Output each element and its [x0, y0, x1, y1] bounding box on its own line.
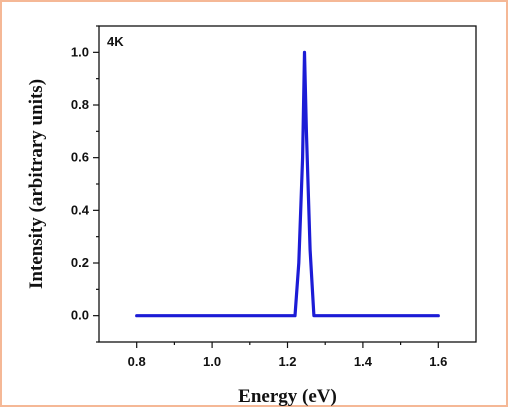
x-tick-label: 1.0	[203, 354, 221, 369]
ticks-layer: 0.8 1.0 1.2 1.4 1.6 0.0 0.2 0.4 0.6 0.8 1.0	[71, 25, 447, 369]
y-axis-title: Intensity (arbitrary units)	[26, 79, 47, 289]
axes-layer	[98, 25, 477, 343]
series-line	[135, 50, 440, 318]
plot-area-border	[98, 25, 477, 343]
y-tick-label: 0.4	[71, 202, 90, 217]
y-tick-label: 1.0	[71, 44, 89, 59]
y-tick-label: 0.6	[71, 150, 89, 165]
x-tick-label: 1.2	[278, 354, 296, 369]
x-tick-label: 0.8	[128, 354, 146, 369]
y-tick-label: 0.8	[71, 97, 89, 112]
y-tick-label: 0.0	[71, 308, 89, 323]
y-tick-label: 0.2	[71, 255, 89, 270]
temperature-annotation: 4K	[107, 34, 124, 49]
series-layer	[135, 50, 440, 318]
x-axis-title: Energy (eV)	[238, 386, 337, 407]
x-tick-label: 1.4	[354, 354, 373, 369]
x-tick-label: 1.6	[429, 354, 447, 369]
